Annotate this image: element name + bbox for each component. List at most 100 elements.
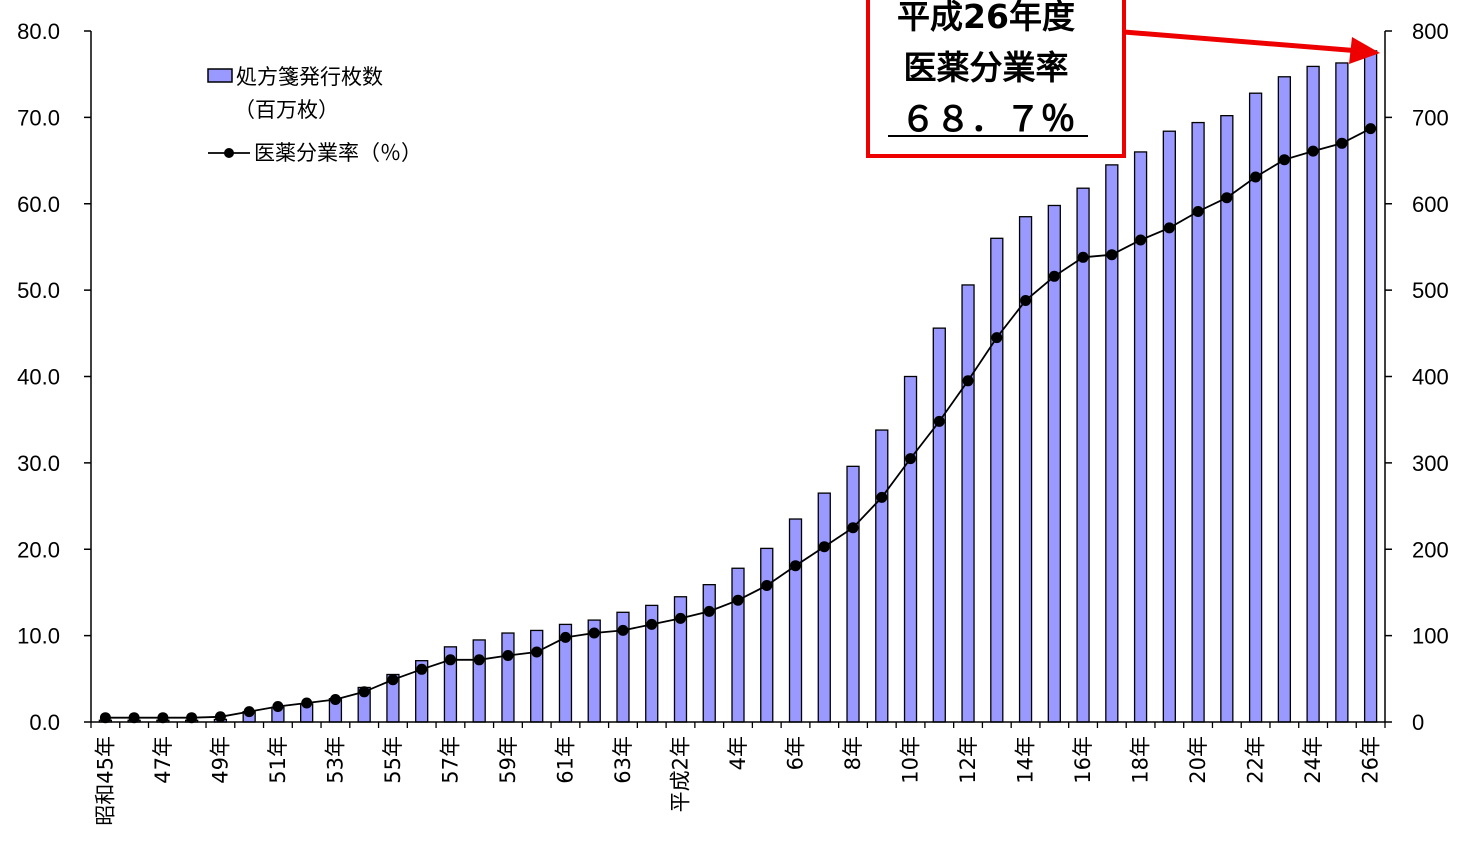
rate-point bbox=[617, 624, 629, 636]
bar bbox=[1248, 92, 1263, 723]
rate-point bbox=[301, 697, 313, 709]
bar bbox=[1076, 187, 1090, 723]
x-tick-label: 6年 bbox=[784, 736, 808, 770]
rate-point bbox=[1077, 251, 1089, 263]
right-tick-label: 0 bbox=[1412, 710, 1424, 735]
x-tick-label: 20年 bbox=[1186, 736, 1210, 784]
rate-point bbox=[416, 663, 428, 675]
x-tick-label: 昭和45年 bbox=[93, 736, 117, 826]
rate-point bbox=[531, 646, 543, 658]
bar bbox=[530, 629, 544, 723]
right-tick-label: 600 bbox=[1412, 192, 1449, 217]
rate-point bbox=[1336, 137, 1348, 149]
left-tick-label: 40.0 bbox=[17, 365, 60, 390]
rate-point bbox=[1106, 249, 1118, 261]
legend: 処方箋発行枚数 （百万枚） 医薬分業率（％） bbox=[207, 65, 422, 165]
x-axis-tick-labels: 昭和45年 47年 49年 51年 53年 55年 57年 59年 61年 63年 平成2年 4年 6年… bbox=[93, 736, 1382, 826]
right-tick-label: 800 bbox=[1412, 19, 1449, 44]
bar bbox=[1335, 62, 1349, 723]
bar bbox=[1018, 216, 1033, 723]
bar bbox=[472, 639, 486, 723]
rate-point bbox=[214, 711, 226, 723]
right-axis-tick-labels: 0 100 200 300 400 500 600 700 800 bbox=[1412, 19, 1449, 735]
rate-point bbox=[99, 712, 111, 724]
rate-point bbox=[387, 674, 399, 686]
rate-point bbox=[933, 415, 945, 427]
legend-line-marker bbox=[224, 148, 234, 158]
bar bbox=[1277, 76, 1292, 723]
rate-point bbox=[157, 712, 169, 724]
x-tick-label: 49年 bbox=[208, 736, 232, 784]
left-tick-label: 10.0 bbox=[17, 624, 60, 649]
left-tick-label: 20.0 bbox=[17, 537, 60, 562]
rate-point bbox=[243, 706, 255, 718]
rate-point bbox=[186, 712, 198, 724]
callout: 平成26年度 医薬分業率 ６８．７％ bbox=[866, 0, 1380, 158]
rate-point bbox=[358, 686, 370, 698]
x-tick-label: 8年 bbox=[841, 736, 865, 770]
bar bbox=[1306, 65, 1320, 723]
rate-point bbox=[905, 453, 916, 465]
rate-point bbox=[761, 580, 773, 591]
x-tick-label: 24年 bbox=[1301, 736, 1325, 784]
x-tick-label: 51年 bbox=[266, 736, 290, 784]
rate-point bbox=[876, 491, 888, 503]
x-tick-label: 22年 bbox=[1244, 736, 1268, 784]
rate-point bbox=[1278, 154, 1290, 166]
rate-point bbox=[444, 654, 456, 666]
x-tick-label: 53年 bbox=[323, 736, 347, 784]
line-series bbox=[99, 123, 1377, 724]
callout-label: 医薬分業率 bbox=[904, 48, 1069, 87]
right-tick-label: 100 bbox=[1412, 624, 1449, 649]
bar bbox=[702, 584, 716, 723]
right-tick-label: 700 bbox=[1412, 105, 1449, 130]
x-tick-label: 14年 bbox=[1014, 736, 1038, 784]
rate-point bbox=[1048, 270, 1060, 282]
rate-point bbox=[473, 654, 485, 666]
x-tick-label: 4年 bbox=[726, 736, 750, 770]
rate-point bbox=[1020, 295, 1032, 306]
bar bbox=[731, 567, 745, 723]
rate-point bbox=[128, 712, 140, 724]
rate-point bbox=[1307, 145, 1319, 157]
bar bbox=[788, 518, 803, 723]
bar bbox=[961, 284, 975, 723]
rate-point bbox=[703, 605, 715, 617]
rate-point bbox=[732, 594, 744, 606]
legend-bar-swatch bbox=[207, 68, 233, 83]
axes bbox=[84, 30, 1392, 728]
bar bbox=[1047, 204, 1061, 723]
left-tick-label: 30.0 bbox=[17, 451, 60, 476]
left-tick-label: 70.0 bbox=[17, 105, 60, 130]
rate-point bbox=[991, 332, 1003, 344]
rate-point bbox=[272, 701, 284, 712]
rate-point bbox=[818, 541, 830, 553]
left-tick-label: 60.0 bbox=[17, 192, 60, 217]
callout-year: 平成26年度 bbox=[897, 0, 1075, 36]
legend-line-label: 医薬分業率（％） bbox=[254, 141, 422, 165]
x-tick-label: 平成2年 bbox=[669, 736, 693, 812]
rate-point bbox=[1135, 234, 1147, 246]
bar bbox=[932, 327, 946, 723]
bar bbox=[1220, 115, 1234, 723]
right-tick-label: 500 bbox=[1412, 278, 1449, 303]
x-tick-label: 12年 bbox=[956, 736, 980, 784]
callout-box bbox=[866, 0, 1126, 158]
left-tick-label: 0.0 bbox=[29, 710, 60, 735]
rate-point bbox=[1250, 171, 1262, 183]
rate-point bbox=[1192, 206, 1204, 217]
x-tick-label: 57年 bbox=[438, 736, 462, 784]
rate-point bbox=[790, 560, 801, 572]
left-tick-label: 50.0 bbox=[17, 278, 60, 303]
bar bbox=[501, 632, 515, 723]
bar bbox=[1162, 130, 1176, 723]
bar bbox=[990, 237, 1004, 723]
x-tick-label: 59年 bbox=[496, 736, 520, 784]
rate-point bbox=[1365, 123, 1377, 135]
x-tick-label: 47年 bbox=[151, 736, 175, 784]
left-axis-tick-labels: 0.0 10.0 20.0 30.0 40.0 50.0 60.0 70.0 80.0 bbox=[17, 19, 60, 735]
bar bbox=[1363, 50, 1378, 723]
bar bbox=[760, 547, 774, 723]
bar bbox=[903, 375, 918, 723]
